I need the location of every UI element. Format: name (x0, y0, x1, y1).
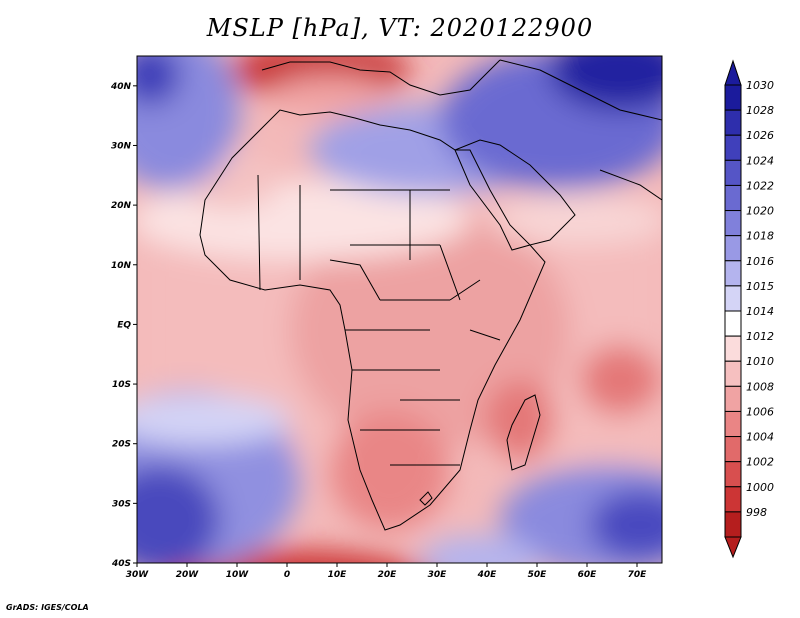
colorbar-swatch (724, 486, 742, 513)
colorbar-swatch (724, 109, 742, 136)
colorbar-label: 1022 (746, 179, 774, 192)
lat-tick-label: 20N (111, 201, 132, 211)
colorbar-label: 1000 (746, 481, 774, 494)
colorbar-swatch (724, 436, 742, 463)
lon-tick-label: 30W (126, 570, 150, 580)
colorbar-swatch (724, 385, 742, 412)
colorbar-swatch (724, 310, 742, 337)
longitude-axis: 30W 20W 10W 0 10E 20E 30E 40E 50E 60E 70E (126, 563, 647, 580)
colorbar-label: 1014 (746, 305, 774, 318)
lon-tick-label: 10E (328, 570, 348, 580)
colorbar-label: 1030 (746, 79, 774, 92)
colorbar-label: 1008 (746, 380, 774, 393)
plot-frame (136, 55, 663, 564)
colorbar-swatch (724, 210, 742, 237)
colorbar-top-arrow (724, 59, 742, 86)
colorbar-swatch (724, 335, 742, 362)
colorbar-label: 1012 (746, 330, 774, 343)
lon-tick-label: 30E (428, 570, 448, 580)
colorbar: 1030 1028 1026 1024 1022 1020 1018 1016 1015 1014… (724, 59, 774, 559)
lat-tick-label: 10N (111, 261, 132, 271)
lat-tick-label: 30S (112, 499, 131, 509)
colorbar-swatch (724, 461, 742, 488)
colorbar-label: 1024 (746, 154, 774, 167)
coastlines (199, 59, 662, 531)
lon-tick-label: 0 (284, 570, 290, 580)
latitude-axis: 40N 30N 20N 10N EQ 10S 20S 30S 40S (110, 82, 137, 569)
map-title: MSLP [hPa], VT: 2020122900 (206, 14, 594, 42)
lat-tick-label: 40N (110, 82, 132, 92)
colorbar-swatch (724, 84, 742, 111)
pressure-field (137, 56, 662, 563)
colorbar-swatch (724, 159, 742, 186)
lon-tick-label: 50E (528, 570, 548, 580)
colorbar-label: 1020 (746, 205, 774, 218)
lat-tick-label: 20S (112, 440, 131, 450)
colorbar-swatch (724, 360, 742, 387)
colorbar-label: 1028 (746, 104, 774, 117)
lon-tick-label: 20E (378, 570, 398, 580)
colorbar-swatch (724, 184, 742, 212)
colorbar-swatch (724, 410, 742, 438)
grads-credit: GrADS: IGES/COLA (6, 603, 89, 612)
lon-tick-label: 20W (176, 570, 200, 580)
colorbar-swatch (724, 285, 742, 312)
colorbar-label: 1010 (746, 355, 774, 368)
lat-tick-label: 40S (111, 559, 131, 569)
colorbar-label: 1004 (746, 431, 774, 444)
lon-tick-label: 40E (477, 570, 498, 580)
lon-tick-label: 10W (226, 570, 250, 580)
lon-tick-label: 70E (628, 570, 648, 580)
colorbar-swatch (724, 511, 742, 538)
lat-tick-label: EQ (117, 320, 131, 330)
lat-tick-label: 10S (112, 380, 131, 390)
colorbar-label: 1015 (746, 280, 774, 293)
colorbar-label: 1002 (746, 456, 774, 469)
lon-tick-label: 60E (578, 570, 598, 580)
colorbar-swatch (724, 134, 742, 161)
colorbar-swatch (724, 260, 742, 287)
colorbar-label: 1018 (746, 230, 774, 243)
colorbar-label: 1026 (746, 129, 774, 142)
colorbar-bottom-arrow (724, 536, 742, 559)
colorbar-label: 1006 (746, 405, 774, 418)
lat-tick-label: 30N (111, 141, 132, 151)
colorbar-swatch (724, 235, 742, 262)
colorbar-label: 1016 (746, 255, 774, 268)
colorbar-label: 998 (746, 506, 767, 519)
